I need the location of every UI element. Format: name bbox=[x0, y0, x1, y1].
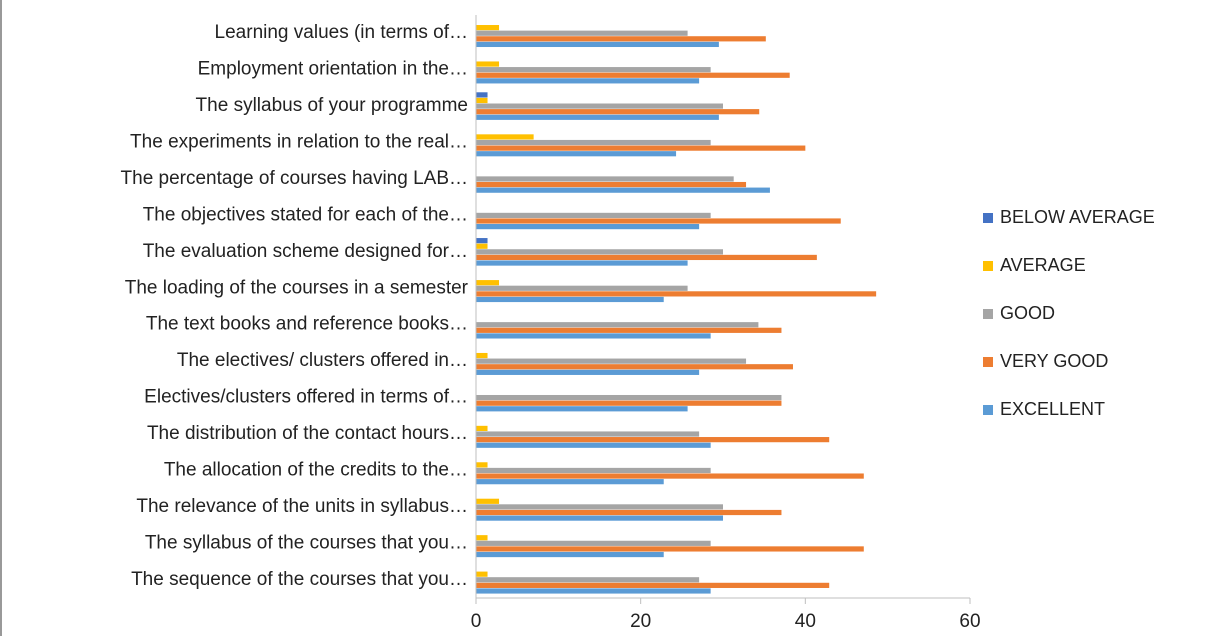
legend-swatch bbox=[983, 261, 993, 271]
category-label: The sequence of the courses that you… bbox=[131, 569, 468, 590]
bar bbox=[476, 139, 711, 146]
bar bbox=[476, 30, 688, 36]
category-label: The percentage of courses having LAB… bbox=[121, 168, 468, 189]
bar bbox=[476, 442, 711, 448]
bar bbox=[476, 540, 711, 546]
bar bbox=[476, 571, 488, 577]
legend-label: VERY GOOD bbox=[1000, 351, 1108, 371]
category-label: The objectives stated for each of the… bbox=[143, 204, 468, 225]
bar bbox=[476, 498, 500, 504]
legend-label: AVERAGE bbox=[1000, 255, 1086, 275]
bar bbox=[476, 97, 488, 104]
bar bbox=[476, 369, 700, 375]
bar bbox=[476, 187, 770, 193]
bar bbox=[476, 291, 877, 297]
category-label: The allocation of the credits to the… bbox=[164, 459, 468, 480]
bar bbox=[476, 254, 817, 261]
bar bbox=[476, 72, 790, 78]
bar bbox=[476, 260, 688, 266]
category-label: The syllabus of your programme bbox=[196, 95, 468, 116]
legend-swatch bbox=[983, 357, 993, 367]
x-tick-label: 40 bbox=[795, 611, 816, 632]
bar bbox=[476, 504, 723, 510]
bar bbox=[476, 577, 700, 583]
category-label: The evaluation scheme designed for… bbox=[143, 241, 468, 262]
x-tick-label: 0 bbox=[471, 611, 482, 632]
bar bbox=[476, 249, 723, 255]
category-label: The electives/ clusters offered in… bbox=[177, 350, 468, 371]
category-label: The experiments in relation to the real… bbox=[130, 132, 468, 153]
bar bbox=[476, 114, 719, 120]
bar bbox=[476, 425, 488, 432]
bar bbox=[476, 546, 864, 552]
category-label: The loading of the courses in a semester bbox=[125, 277, 469, 298]
legend-swatch bbox=[983, 213, 993, 223]
bar bbox=[476, 479, 664, 485]
legend-swatch bbox=[983, 405, 993, 415]
bar bbox=[476, 582, 830, 588]
bar bbox=[476, 176, 734, 182]
bar bbox=[476, 437, 830, 443]
category-label: The text books and reference books… bbox=[146, 314, 468, 335]
x-tick-label: 20 bbox=[630, 611, 651, 632]
bar bbox=[476, 467, 711, 474]
bar bbox=[476, 462, 488, 468]
bar bbox=[476, 109, 760, 115]
bar bbox=[476, 327, 782, 333]
bar bbox=[476, 78, 700, 84]
bar bbox=[476, 212, 711, 219]
bar bbox=[476, 25, 500, 31]
bar bbox=[476, 224, 700, 230]
bar bbox=[476, 588, 711, 594]
bar bbox=[476, 280, 500, 286]
category-label: The relevance of the units in syllabus… bbox=[136, 496, 468, 517]
bar bbox=[476, 296, 664, 303]
bar bbox=[476, 134, 534, 140]
category-label: The distribution of the contact hours… bbox=[147, 423, 468, 444]
bar bbox=[476, 92, 488, 98]
category-label: Electives/clusters offered in terms of… bbox=[144, 387, 468, 408]
bar bbox=[476, 181, 747, 188]
bar bbox=[476, 535, 488, 541]
category-label: Learning values (in terms of… bbox=[215, 22, 468, 43]
bar bbox=[476, 41, 719, 48]
bar bbox=[476, 473, 864, 479]
bar bbox=[476, 406, 688, 412]
bar bbox=[476, 145, 806, 151]
bar bbox=[476, 238, 488, 244]
x-tick-label: 60 bbox=[959, 611, 980, 632]
bar bbox=[476, 218, 841, 224]
bar bbox=[476, 358, 747, 364]
legend-label: GOOD bbox=[1000, 303, 1055, 323]
bar bbox=[476, 364, 793, 370]
bar bbox=[476, 243, 488, 249]
category-label: Employment orientation in the… bbox=[198, 59, 468, 80]
bar bbox=[476, 151, 677, 157]
bar bbox=[476, 333, 711, 339]
bar bbox=[476, 394, 782, 401]
bar bbox=[476, 352, 488, 359]
bar bbox=[476, 67, 711, 73]
bar bbox=[476, 103, 723, 109]
legend-label: EXCELLENT bbox=[1000, 399, 1105, 419]
bar bbox=[476, 61, 500, 67]
bar bbox=[476, 285, 688, 291]
bar bbox=[476, 515, 723, 521]
bar bbox=[476, 36, 766, 42]
legend-swatch bbox=[983, 309, 993, 319]
bar bbox=[476, 431, 700, 437]
bar bbox=[476, 322, 759, 328]
bar bbox=[476, 400, 782, 406]
legend-label: BELOW AVERAGE bbox=[1000, 207, 1155, 227]
category-label: The syllabus of the courses that you… bbox=[145, 532, 468, 553]
bar bbox=[476, 551, 664, 558]
bar bbox=[476, 509, 782, 516]
